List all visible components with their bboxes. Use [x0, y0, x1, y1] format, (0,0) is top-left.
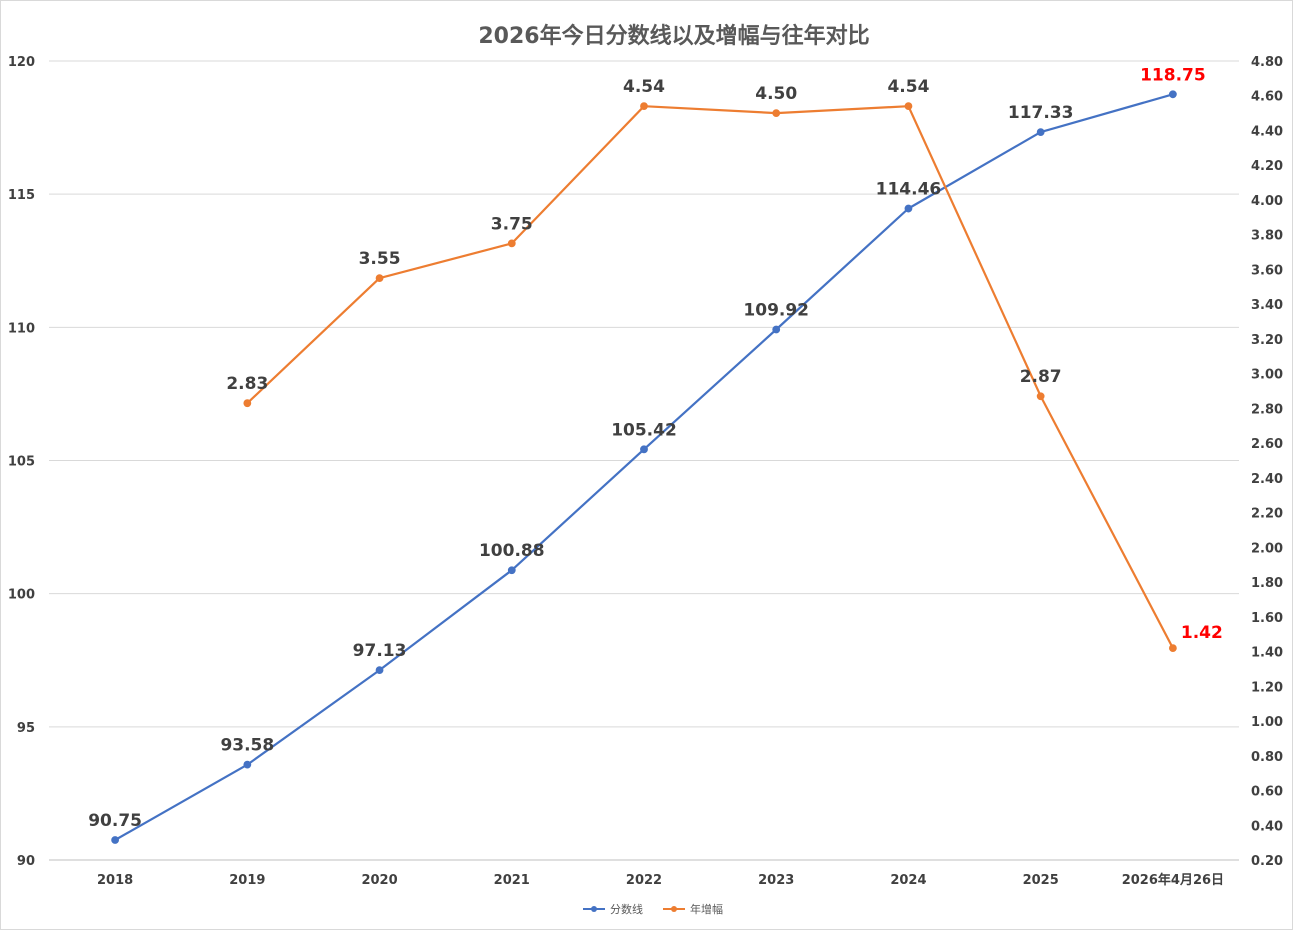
series-0-data-label: 114.46 — [876, 180, 942, 200]
legend-swatch-marker — [671, 906, 677, 912]
series-0-data-label: 93.58 — [220, 736, 274, 756]
series-1-point[interactable] — [243, 399, 252, 408]
right-tick-label: 1.80 — [1251, 576, 1283, 591]
right-tick-label: 1.20 — [1251, 680, 1283, 695]
series-1-point[interactable] — [375, 274, 384, 283]
legend[interactable]: 分数线 年增幅 — [583, 902, 723, 916]
series-1-point[interactable] — [1168, 644, 1177, 652]
series-0-point[interactable] — [640, 445, 648, 454]
right-tick-label: 2.80 — [1251, 402, 1283, 417]
series-0-point[interactable] — [1036, 128, 1045, 137]
right-tick-label: 3.60 — [1251, 263, 1283, 278]
series-1-data-label: 2.83 — [226, 374, 268, 394]
series-1-point[interactable] — [904, 102, 913, 111]
x-tick-label: 2023 — [758, 873, 794, 888]
series-1-point[interactable] — [772, 109, 781, 118]
data-labels: 90.75 93.58 97.13 100.88 105.42 109.92 114.46 1… — [88, 65, 1223, 831]
series-0-point[interactable] — [243, 760, 252, 769]
series-0-point[interactable] — [111, 836, 120, 844]
series-0-data-label: 117.33 — [1008, 103, 1074, 123]
series-0-point[interactable] — [1168, 90, 1177, 99]
series-0-data-label: 90.75 — [88, 811, 142, 831]
x-tick-label: 2025 — [1023, 873, 1059, 888]
right-tick-label: 3.00 — [1251, 368, 1283, 383]
legend-swatch-marker — [591, 906, 597, 912]
series-1-data-label: 2.87 — [1020, 367, 1062, 387]
series-layer — [111, 90, 1177, 844]
series-1-data-label: 3.75 — [491, 214, 533, 234]
right-tick-label: 0.80 — [1251, 750, 1283, 765]
series-1-point[interactable] — [640, 102, 648, 111]
left-tick-label: 115 — [8, 188, 35, 203]
series-line-0 — [114, 93, 1174, 841]
right-tick-label: 0.60 — [1251, 785, 1283, 800]
left-tick-label: 120 — [8, 55, 35, 70]
right-tick-label: 2.40 — [1251, 472, 1283, 487]
right-tick-label: 1.60 — [1251, 611, 1283, 626]
gridlines — [49, 60, 1239, 861]
right-tick-label: 1.40 — [1251, 646, 1283, 661]
x-tick-label: 2020 — [361, 873, 397, 888]
left-tick-label: 110 — [8, 321, 35, 336]
series-line-1 — [246, 105, 1174, 649]
legend-label: 分数线 — [610, 902, 643, 916]
x-tick-label: 2022 — [626, 873, 662, 888]
series-0-point[interactable] — [904, 204, 913, 213]
series-0-data-label: 100.88 — [479, 541, 545, 561]
legend-item-1[interactable]: 年增幅 — [663, 902, 723, 916]
right-tick-label: 2.20 — [1251, 507, 1283, 522]
series-0-point[interactable] — [507, 566, 516, 575]
series-0-point[interactable] — [375, 666, 384, 675]
right-tick-label: 4.40 — [1251, 124, 1283, 139]
right-tick-label: 3.20 — [1251, 333, 1283, 348]
right-tick-label: 2.00 — [1251, 541, 1283, 556]
right-tick-label: 3.80 — [1251, 229, 1283, 244]
right-tick-label: 3.40 — [1251, 298, 1283, 313]
series-1-data-label: 4.54 — [887, 77, 929, 97]
series-0-data-label: 118.75 — [1140, 65, 1206, 85]
series-0-data-label: 97.13 — [353, 641, 407, 661]
left-tick-label: 100 — [8, 588, 35, 603]
legend-item-0[interactable]: 分数线 — [583, 902, 643, 916]
series-1-point[interactable] — [507, 239, 516, 248]
series-1-data-label: 4.54 — [623, 77, 665, 97]
right-tick-label: 4.20 — [1251, 159, 1283, 174]
chart-title: 2026年今日分数线以及增幅与往年对比 — [478, 23, 869, 49]
x-tick-label: 2018 — [97, 873, 133, 888]
right-y-axis: 0.20 0.40 0.60 0.80 1.00 1.20 1.40 1.60 1.80 2.00… — [1251, 55, 1283, 869]
right-tick-label: 0.20 — [1251, 854, 1283, 869]
right-tick-label: 0.40 — [1251, 819, 1283, 834]
x-tick-label: 2026年4月26日 — [1122, 872, 1224, 888]
right-tick-label: 4.60 — [1251, 90, 1283, 105]
series-1-data-label: 3.55 — [359, 249, 401, 269]
x-tick-label: 2021 — [494, 873, 530, 888]
right-tick-label: 4.80 — [1251, 55, 1283, 70]
series-0-point[interactable] — [772, 325, 781, 334]
legend-label: 年增幅 — [690, 902, 723, 916]
right-tick-label: 4.00 — [1251, 194, 1283, 209]
left-tick-label: 95 — [17, 721, 35, 736]
series-1-point[interactable] — [1036, 392, 1045, 401]
series-0-data-label: 109.92 — [743, 300, 809, 320]
x-tick-label: 2019 — [229, 873, 265, 888]
series-0-data-label: 105.42 — [611, 420, 677, 440]
x-tick-label: 2024 — [890, 873, 926, 888]
series-1-data-label: 4.50 — [755, 84, 797, 104]
right-tick-label: 2.60 — [1251, 437, 1283, 452]
left-tick-label: 105 — [8, 455, 35, 470]
series-1-data-label: 1.42 — [1181, 623, 1223, 643]
left-y-axis: 90 95 100 105 110 115 120 — [8, 55, 35, 869]
x-axis: 2018 2019 2020 2021 2022 2023 2024 2025 2026年4月2… — [97, 872, 1224, 888]
right-tick-label: 1.00 — [1251, 715, 1283, 730]
left-tick-label: 90 — [17, 854, 35, 869]
